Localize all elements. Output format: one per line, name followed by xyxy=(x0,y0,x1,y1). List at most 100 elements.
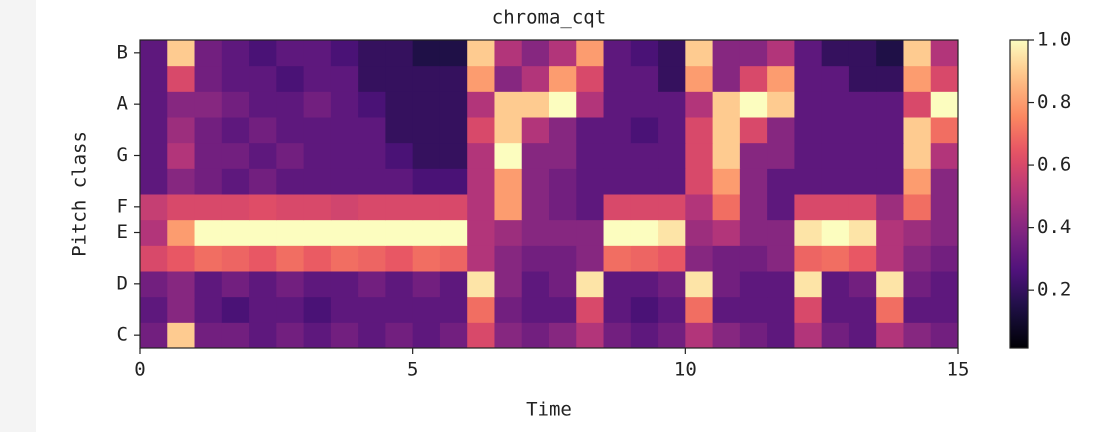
heat-cell xyxy=(549,296,577,323)
x-tick-label: 10 xyxy=(674,359,697,381)
heat-cell xyxy=(739,40,768,67)
heat-cell xyxy=(903,168,932,195)
heat-cell xyxy=(848,219,877,246)
heat-cell xyxy=(876,65,904,92)
heat-cell xyxy=(385,91,414,118)
heat-cell xyxy=(848,91,877,118)
heat-cell xyxy=(767,296,795,323)
heat-cell xyxy=(658,296,686,323)
heat-cell xyxy=(930,296,959,323)
heat-cell xyxy=(576,271,605,298)
heat-cell xyxy=(794,142,823,169)
heat-cell xyxy=(767,194,795,221)
heat-cell xyxy=(821,91,850,118)
heat-cell xyxy=(276,40,305,67)
heat-cell xyxy=(767,271,795,298)
heat-cell xyxy=(140,142,168,169)
heat-cell xyxy=(848,194,877,221)
chart-title: chroma_cqt xyxy=(492,7,606,29)
heat-cell xyxy=(685,271,714,298)
heat-cell xyxy=(630,296,659,323)
heat-cell xyxy=(821,296,850,323)
heat-cell xyxy=(876,271,904,298)
heat-cell xyxy=(848,117,877,144)
heat-cell xyxy=(194,65,223,92)
heat-cell xyxy=(630,245,659,272)
heat-cell xyxy=(521,117,550,144)
heat-cell xyxy=(467,40,495,67)
heat-cell xyxy=(221,142,250,169)
heat-cell xyxy=(603,142,632,169)
heat-cell xyxy=(630,322,659,349)
heat-cell xyxy=(739,296,768,323)
heat-cell xyxy=(330,194,359,221)
heat-cell xyxy=(358,271,386,298)
heat-cell xyxy=(603,245,632,272)
heat-cell xyxy=(930,271,959,298)
heat-cell xyxy=(876,142,904,169)
heat-cell xyxy=(549,65,577,92)
heat-cell xyxy=(221,245,250,272)
heat-cell xyxy=(603,91,632,118)
heat-cell xyxy=(712,117,741,144)
heat-cell xyxy=(576,168,605,195)
heat-cell xyxy=(821,40,850,67)
heat-cell xyxy=(412,142,441,169)
heat-cell xyxy=(603,117,632,144)
heat-cell xyxy=(658,194,686,221)
heat-cell xyxy=(794,194,823,221)
heat-cell xyxy=(330,322,359,349)
heat-cell xyxy=(194,219,223,246)
heat-cell xyxy=(249,194,277,221)
heat-cell xyxy=(494,65,523,92)
y-tick-label: G xyxy=(117,144,128,166)
heat-cell xyxy=(848,40,877,67)
heat-cell xyxy=(140,65,168,92)
heat-cell xyxy=(249,245,277,272)
heat-cell xyxy=(140,245,168,272)
heat-cell xyxy=(385,271,414,298)
heat-cell xyxy=(194,168,223,195)
heat-cell xyxy=(603,168,632,195)
heat-cell xyxy=(739,245,768,272)
heat-cell xyxy=(221,65,250,92)
heat-cell xyxy=(358,168,386,195)
heat-cell xyxy=(358,65,386,92)
heat-cell xyxy=(848,65,877,92)
heat-cell xyxy=(821,194,850,221)
heat-cell xyxy=(685,219,714,246)
heat-cell xyxy=(549,40,577,67)
heat-cell xyxy=(712,245,741,272)
heat-cell xyxy=(467,245,495,272)
heat-cell xyxy=(412,40,441,67)
colorbar-tick-label: 0.8 xyxy=(1037,91,1071,113)
heat-cell xyxy=(221,296,250,323)
heat-cell xyxy=(848,296,877,323)
heat-cell xyxy=(467,322,495,349)
heat-cell xyxy=(712,65,741,92)
heat-cell xyxy=(549,245,577,272)
heat-cell xyxy=(303,168,332,195)
heat-cell xyxy=(439,322,468,349)
heat-cell xyxy=(521,322,550,349)
heat-cell xyxy=(412,245,441,272)
heat-cell xyxy=(494,194,523,221)
heat-cell xyxy=(685,296,714,323)
heat-cell xyxy=(167,219,196,246)
heat-cell xyxy=(576,194,605,221)
heat-cell xyxy=(794,65,823,92)
heat-cell xyxy=(658,219,686,246)
heat-cell xyxy=(249,117,277,144)
heat-cell xyxy=(467,219,495,246)
heat-cell xyxy=(303,40,332,67)
heat-cell xyxy=(358,40,386,67)
heat-cell xyxy=(930,117,959,144)
heat-cell xyxy=(385,194,414,221)
heat-cell xyxy=(794,117,823,144)
heat-cell xyxy=(630,271,659,298)
heat-cell xyxy=(330,271,359,298)
heat-cell xyxy=(903,322,932,349)
heat-cell xyxy=(249,91,277,118)
heat-cell xyxy=(739,91,768,118)
